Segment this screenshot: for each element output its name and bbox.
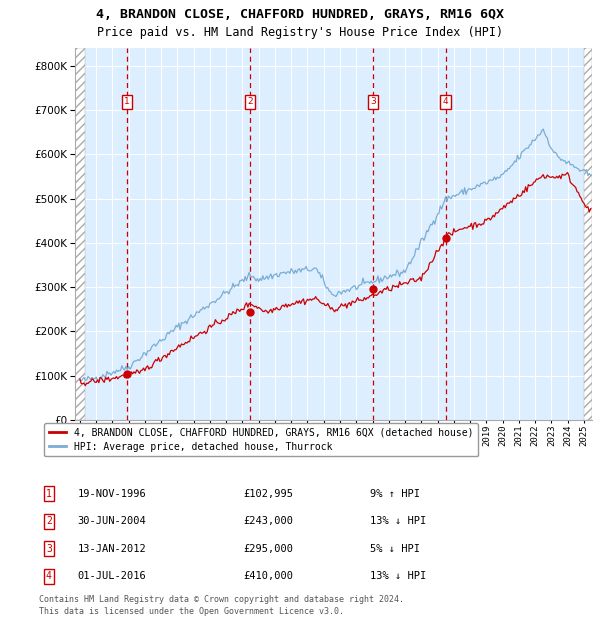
Bar	[75, 48, 85, 420]
Text: 01-JUL-2016: 01-JUL-2016	[77, 571, 146, 582]
Text: 5% ↓ HPI: 5% ↓ HPI	[370, 544, 420, 554]
Text: 2: 2	[46, 516, 52, 526]
Text: £243,000: £243,000	[243, 516, 293, 526]
Text: £102,995: £102,995	[243, 489, 293, 498]
Text: 13% ↓ HPI: 13% ↓ HPI	[370, 516, 427, 526]
Text: 1: 1	[124, 97, 130, 107]
Text: 4, BRANDON CLOSE, CHAFFORD HUNDRED, GRAYS, RM16 6QX: 4, BRANDON CLOSE, CHAFFORD HUNDRED, GRAY…	[96, 8, 504, 21]
Text: 19-NOV-1996: 19-NOV-1996	[77, 489, 146, 498]
Text: 3: 3	[46, 544, 52, 554]
Text: 13% ↓ HPI: 13% ↓ HPI	[370, 571, 427, 582]
Text: 13-JAN-2012: 13-JAN-2012	[77, 544, 146, 554]
Text: This data is licensed under the Open Government Licence v3.0.: This data is licensed under the Open Gov…	[39, 607, 344, 616]
Text: Contains HM Land Registry data © Crown copyright and database right 2024.: Contains HM Land Registry data © Crown c…	[39, 595, 404, 604]
Legend: 4, BRANDON CLOSE, CHAFFORD HUNDRED, GRAYS, RM16 6QX (detached house), HPI: Avera: 4, BRANDON CLOSE, CHAFFORD HUNDRED, GRAY…	[44, 423, 478, 456]
Text: 9% ↑ HPI: 9% ↑ HPI	[370, 489, 420, 498]
Text: 1: 1	[46, 489, 52, 498]
Bar	[584, 48, 592, 420]
Text: £295,000: £295,000	[243, 544, 293, 554]
Text: Price paid vs. HM Land Registry's House Price Index (HPI): Price paid vs. HM Land Registry's House …	[97, 26, 503, 39]
Text: £410,000: £410,000	[243, 571, 293, 582]
Text: 3: 3	[370, 97, 376, 107]
Text: 30-JUN-2004: 30-JUN-2004	[77, 516, 146, 526]
Text: 2: 2	[248, 97, 253, 107]
Text: 4: 4	[443, 97, 448, 107]
Text: 4: 4	[46, 571, 52, 582]
